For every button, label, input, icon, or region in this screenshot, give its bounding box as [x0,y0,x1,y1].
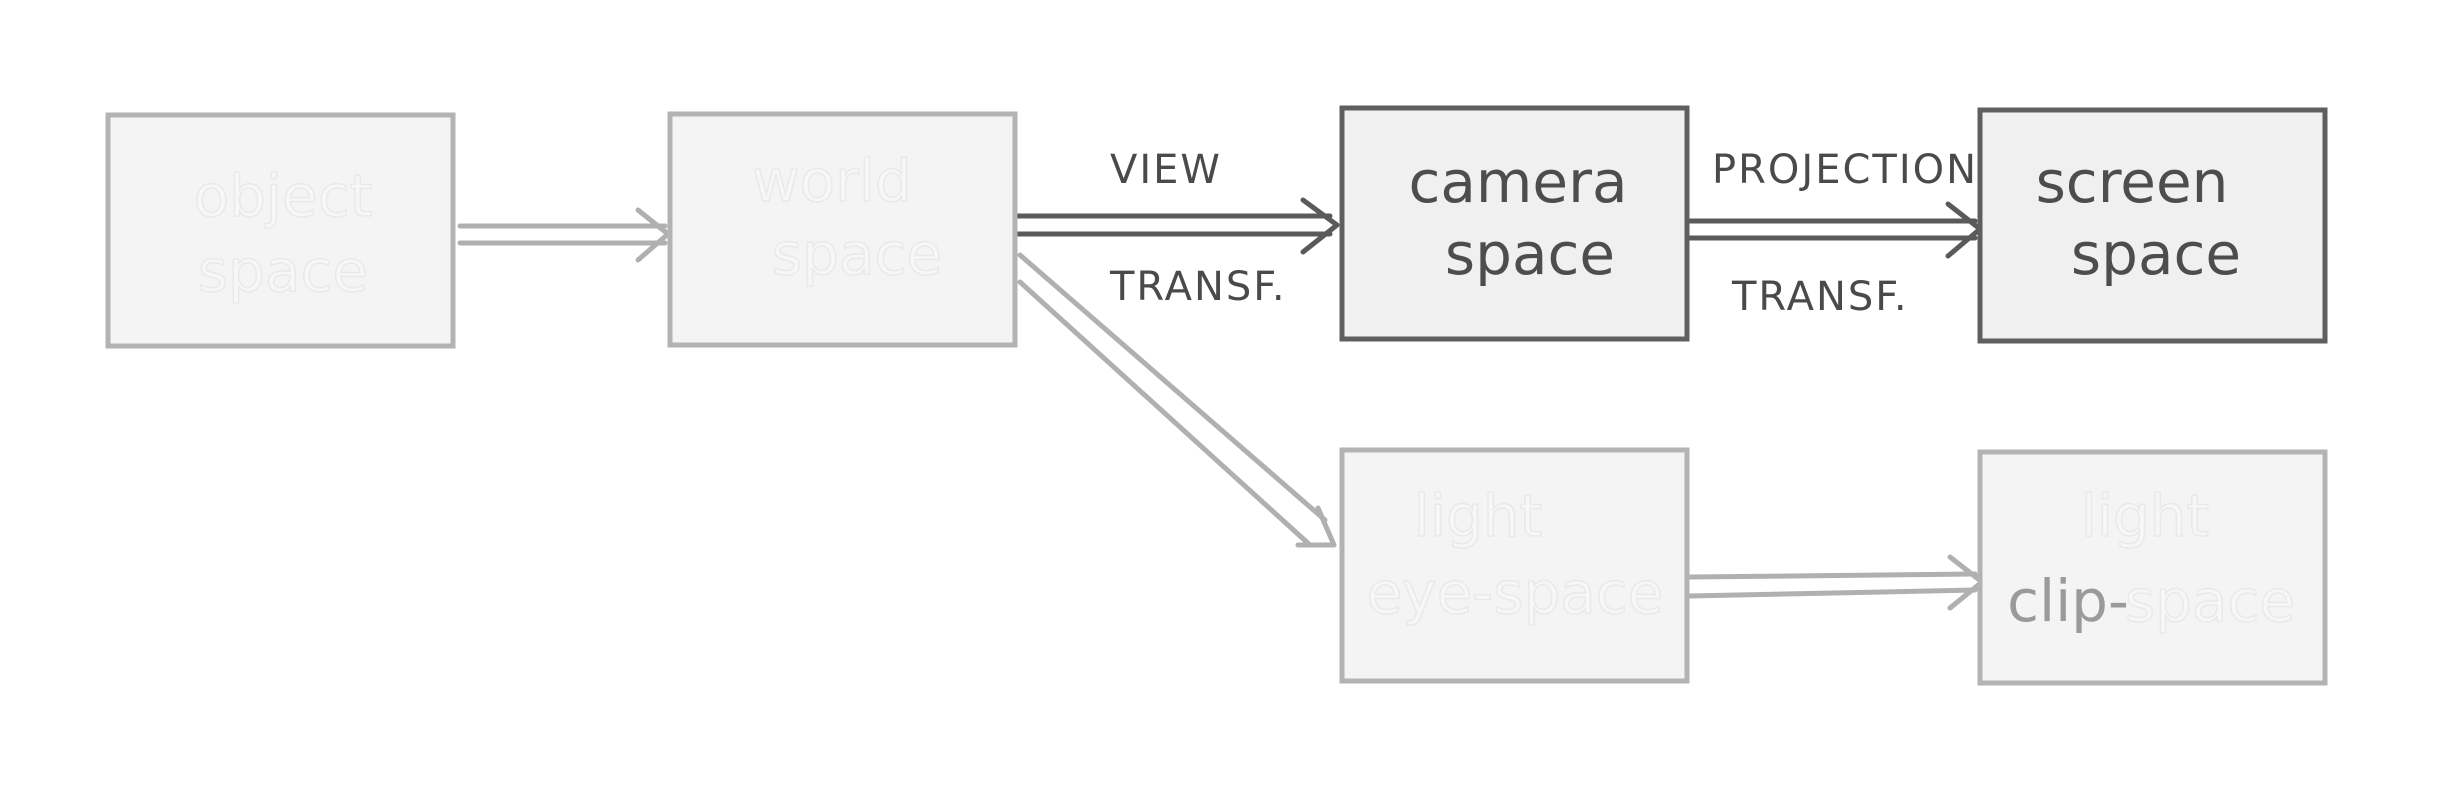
light-eye-space-line1: light [1414,482,1543,550]
light-clip-space-line1: light [2081,482,2210,550]
node-light-clip-space: light clip- space [1977,449,2328,686]
projection-transform-label-bottom: TRANSF. [1731,274,1909,320]
edge-object-to-world [457,207,671,263]
view-transform-label-top: VIEW [1110,147,1222,193]
light-clip-space-line2-clip: clip- [2007,567,2129,635]
node-world-space: world space [667,111,1018,348]
camera-space-line2: space [1445,220,1615,288]
object-space-line1: object [194,162,373,230]
light-eye-space-line2: eye-space [1367,559,1664,627]
screen-space-line1: screen [2036,148,2229,216]
edge-world-to-light-eye [1017,252,1337,548]
light-clip-space-line2-space: space [2125,567,2295,635]
edge-world-to-camera [1015,197,1340,255]
node-camera-space: camera space [1339,105,1690,342]
projection-transform-label-top: PROJECTION [1712,147,1978,193]
node-object-space: object space [105,112,456,349]
screen-space-line2: space [2071,220,2241,288]
world-space-line1: world [752,147,912,215]
edge-camera-to-screen [1687,201,1983,259]
world-space-line2: space [772,220,942,288]
view-transform-label-bottom: TRANSF. [1109,264,1287,310]
node-light-eye-space: light eye-space [1339,447,1690,684]
object-space-line2: space [198,237,368,305]
camera-space-line1: camera [1408,148,1627,216]
node-screen-space: screen space [1977,107,2328,344]
edge-light-eye-to-light-clip [1687,554,1985,611]
